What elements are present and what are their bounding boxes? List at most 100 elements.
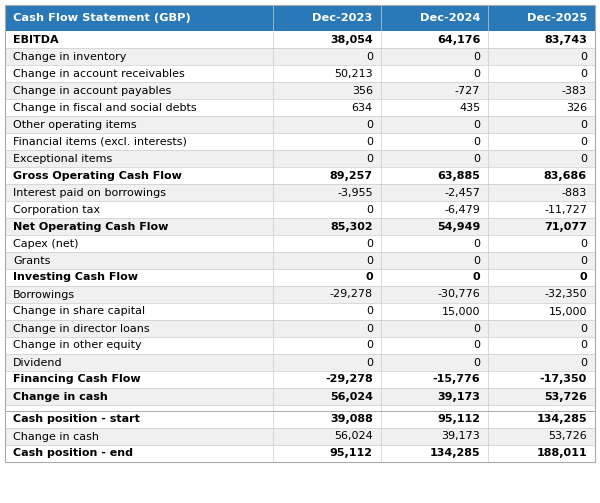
Text: Change in fiscal and social debts: Change in fiscal and social debts (13, 103, 197, 113)
Text: 0: 0 (580, 136, 587, 146)
Text: -17,350: -17,350 (540, 375, 587, 384)
Text: Corporation tax: Corporation tax (13, 205, 100, 214)
Text: Financing Cash Flow: Financing Cash Flow (13, 375, 140, 384)
Text: -30,776: -30,776 (437, 290, 480, 299)
Text: Cash position - end: Cash position - end (13, 449, 133, 459)
Text: 0: 0 (473, 341, 480, 351)
Bar (5, 150, 595, 167)
Text: Change in cash: Change in cash (13, 432, 99, 442)
Bar (5, 201, 595, 218)
Bar (5, 99, 595, 116)
Text: 0: 0 (366, 120, 373, 129)
Text: 39,088: 39,088 (330, 414, 373, 425)
Text: 0: 0 (473, 256, 480, 266)
Bar (5, 133, 595, 150)
Text: 56,024: 56,024 (334, 432, 373, 442)
Text: 0: 0 (473, 120, 480, 129)
Bar (5, 167, 595, 184)
Bar (5, 82, 595, 99)
Text: 0: 0 (473, 273, 480, 283)
Bar (5, 320, 595, 337)
Text: 0: 0 (366, 323, 373, 333)
Text: Grants: Grants (13, 256, 50, 266)
Text: -727: -727 (455, 86, 480, 96)
Text: Net Operating Cash Flow: Net Operating Cash Flow (13, 221, 169, 231)
Text: 0: 0 (580, 68, 587, 78)
Text: -29,278: -29,278 (325, 375, 373, 384)
Text: Capex (net): Capex (net) (13, 238, 79, 248)
Text: 95,112: 95,112 (330, 449, 373, 459)
Text: 634: 634 (352, 103, 373, 113)
Text: 85,302: 85,302 (330, 221, 373, 231)
Text: 95,112: 95,112 (437, 414, 480, 425)
Text: 0: 0 (580, 238, 587, 248)
Text: 54,949: 54,949 (437, 221, 480, 231)
Text: 0: 0 (580, 358, 587, 368)
Text: Change in other equity: Change in other equity (13, 341, 142, 351)
Text: 50,213: 50,213 (334, 68, 373, 78)
Bar (5, 48, 595, 65)
Text: 0: 0 (366, 153, 373, 163)
Text: 0: 0 (473, 136, 480, 146)
Text: Change in share capital: Change in share capital (13, 306, 145, 316)
Text: 39,173: 39,173 (442, 432, 480, 442)
Text: 0: 0 (366, 136, 373, 146)
Text: Cash Flow Statement (GBP): Cash Flow Statement (GBP) (13, 13, 191, 23)
Bar (5, 116, 595, 133)
Text: 0: 0 (580, 273, 587, 283)
Text: 134,285: 134,285 (430, 449, 480, 459)
Bar (5, 354, 595, 371)
Text: Dec-2025: Dec-2025 (527, 13, 587, 23)
Bar (5, 371, 595, 388)
Text: Change in director loans: Change in director loans (13, 323, 149, 333)
Text: 0: 0 (580, 256, 587, 266)
Text: Financial items (excl. interests): Financial items (excl. interests) (13, 136, 187, 146)
Text: 0: 0 (580, 323, 587, 333)
Text: 0: 0 (366, 341, 373, 351)
Text: 188,011: 188,011 (536, 449, 587, 459)
Text: EBITDA: EBITDA (13, 35, 59, 44)
Text: 0: 0 (580, 120, 587, 129)
Bar (5, 5, 595, 31)
Text: 356: 356 (352, 86, 373, 96)
Text: Investing Cash Flow: Investing Cash Flow (13, 273, 138, 283)
Text: Exceptional items: Exceptional items (13, 153, 112, 163)
Text: 39,173: 39,173 (437, 391, 480, 401)
Text: -3,955: -3,955 (337, 188, 373, 198)
Text: -11,727: -11,727 (544, 205, 587, 214)
Text: -29,278: -29,278 (330, 290, 373, 299)
Text: 326: 326 (566, 103, 587, 113)
Bar (5, 184, 595, 201)
Text: 63,885: 63,885 (437, 171, 480, 181)
Text: -383: -383 (562, 86, 587, 96)
Text: Dec-2023: Dec-2023 (313, 13, 373, 23)
Bar (5, 235, 595, 252)
Bar (5, 405, 595, 411)
Text: 64,176: 64,176 (437, 35, 480, 44)
Text: Change in account payables: Change in account payables (13, 86, 171, 96)
Text: Dec-2024: Dec-2024 (420, 13, 480, 23)
Bar (5, 303, 595, 320)
Bar (5, 286, 595, 303)
Text: 71,077: 71,077 (544, 221, 587, 231)
Text: Other operating items: Other operating items (13, 120, 137, 129)
Text: Change in cash: Change in cash (13, 391, 108, 401)
Text: Change in account receivables: Change in account receivables (13, 68, 185, 78)
Text: 0: 0 (366, 306, 373, 316)
Bar (5, 65, 595, 82)
Text: 83,686: 83,686 (544, 171, 587, 181)
Text: 15,000: 15,000 (548, 306, 587, 316)
Text: 0: 0 (366, 358, 373, 368)
Bar (5, 31, 595, 48)
Text: Interest paid on borrowings: Interest paid on borrowings (13, 188, 166, 198)
Text: Dividend: Dividend (13, 358, 62, 368)
Text: Change in inventory: Change in inventory (13, 51, 127, 61)
Text: 0: 0 (366, 205, 373, 214)
Text: -6,479: -6,479 (445, 205, 480, 214)
Bar (5, 411, 595, 428)
Text: 0: 0 (473, 153, 480, 163)
Text: -15,776: -15,776 (433, 375, 480, 384)
Text: 53,726: 53,726 (548, 432, 587, 442)
Text: 53,726: 53,726 (544, 391, 587, 401)
Text: 0: 0 (473, 358, 480, 368)
